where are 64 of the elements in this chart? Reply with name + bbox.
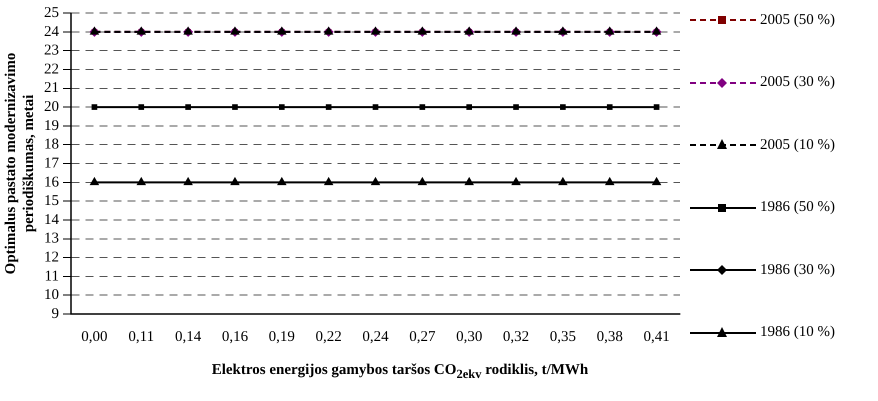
point [370,176,380,186]
point [513,104,519,110]
y-tick-label: 19 [44,118,59,134]
point [185,104,191,110]
point [278,104,285,110]
point [90,176,100,186]
y-tick-label: 25 [44,4,59,21]
point [466,104,472,110]
point [654,104,660,110]
point [652,176,662,186]
y-tick-label: 20 [44,99,59,115]
point [420,104,426,110]
point [230,176,240,186]
y-tick-label: 10 [44,287,59,304]
x-tick-label: 0,30 [456,328,482,345]
y-tick-label: 13 [44,230,59,247]
y-tick-label: 18 [44,136,59,153]
point [372,104,378,110]
x-tick-label: 0,14 [174,328,202,345]
legend-label: 2005 (10 %) [760,136,835,154]
x-tick-label: 0,32 [502,328,530,345]
y-tick-label: 15 [44,193,59,210]
x-tick-label: 0,19 [268,328,295,345]
legend-label: 1986 (10 %) [760,324,835,342]
point [138,104,144,110]
point [136,176,146,186]
y-tick-label: 12 [44,250,59,266]
point [558,176,568,186]
x-tick-label: 0,41 [643,328,670,345]
point [326,104,332,110]
y-tick-label: 23 [44,42,59,59]
x-tick-label: 0,24 [362,328,390,345]
x-tick-label: 0,11 [128,328,154,345]
legend-label: 2005 (50 %) [760,12,835,28]
x-tick-label: 0,27 [409,328,436,345]
x-tick-label: 0,16 [222,328,249,345]
y-tick-label: 14 [44,212,60,228]
point [324,176,334,186]
x-tick-label: 0,00 [81,328,108,345]
legend-label: 2005 (30 %) [760,74,835,92]
y-tick-label: 22 [44,61,59,78]
x-axis-title: Elektros energijos gamybos taršos CO$_{2ekv}$ rodiklis, t/MWh [210,362,590,382]
x-tick-label: 0,35 [550,328,576,345]
point [277,176,287,186]
point [464,176,474,186]
point [511,176,521,186]
y-axis-title: Optimalus pastato modernizavimo periodiškumas, metai [2,52,37,274]
x-tick-label: 0,22 [316,328,342,345]
y-tick-label: 17 [44,155,60,172]
point [418,176,428,186]
y-tick-label: 9 [52,306,59,322]
legend-label: 1986 (50 %) [760,199,835,216]
legend-label: 1986 (30 %) [760,262,835,279]
point [606,104,613,110]
y-tick-label: 11 [44,268,59,284]
point [604,176,614,186]
point [183,176,193,186]
y-tick-label: 24 [44,24,60,40]
point [232,104,238,110]
point [560,104,566,110]
point [92,104,98,110]
x-tick-label: 0,38 [596,328,623,345]
y-tick-label: 21 [44,80,59,96]
y-tick-label: 16 [44,174,60,190]
